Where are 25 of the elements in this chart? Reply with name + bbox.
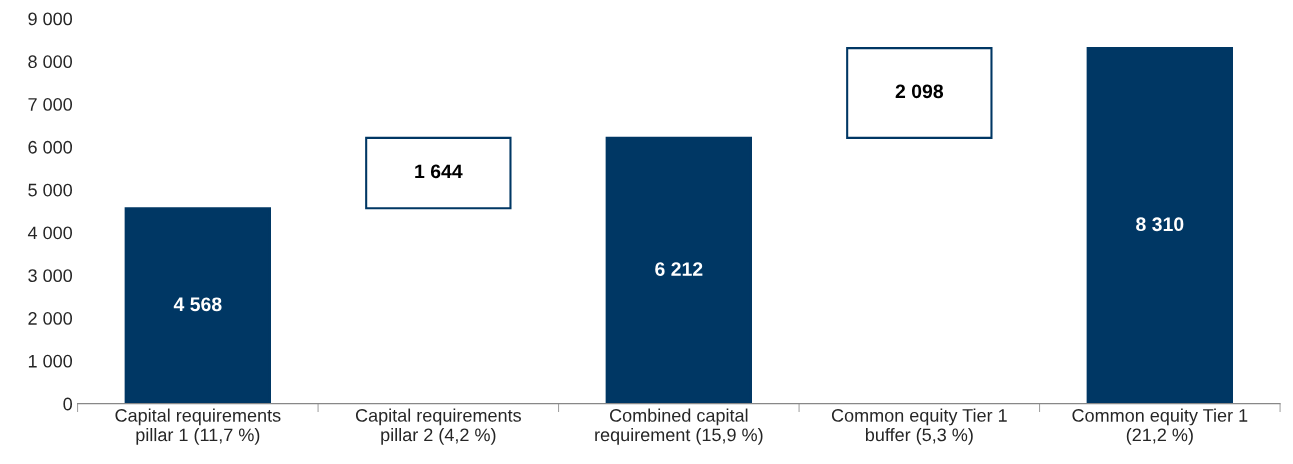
- y-tick-label: 1 000: [28, 354, 73, 368]
- bar: [605, 136, 753, 404]
- data-label: 2 098: [895, 84, 944, 99]
- x-tick-label: Common equity Tier 1 (21,2 %): [1072, 408, 1248, 445]
- y-tick-label: 3 000: [28, 269, 73, 283]
- x-tick-label: Capital requirements pillar 1 (11,7 %): [115, 408, 281, 445]
- y-tick-label: 7 000: [28, 98, 73, 111]
- bar: [124, 207, 272, 404]
- x-tick-label: Combined capital requirement (15,9 %): [595, 408, 763, 445]
- y-tick-label: 5 000: [28, 183, 73, 197]
- y-tick-label: 0: [63, 397, 73, 411]
- y-tick-label: 6 000: [28, 140, 73, 154]
- data-label: 8 310: [1136, 217, 1184, 232]
- y-tick-label: 2 000: [28, 312, 73, 325]
- data-label: 1 644: [415, 164, 463, 179]
- y-tick-label: 9 000: [28, 12, 73, 26]
- bar: [846, 47, 993, 139]
- bar: [365, 136, 512, 210]
- data-label: 6 212: [655, 262, 703, 276]
- bar: [1086, 47, 1234, 404]
- x-tick-label: Capital requirements pillar 2 (4,2 %): [355, 408, 521, 445]
- y-tick-label: 8 000: [28, 55, 73, 69]
- data-label: 4 568: [173, 297, 222, 312]
- x-tick-label: Common equity Tier 1 buffer (5,3 %): [831, 408, 1007, 445]
- y-tick-label: 4 000: [27, 226, 73, 240]
